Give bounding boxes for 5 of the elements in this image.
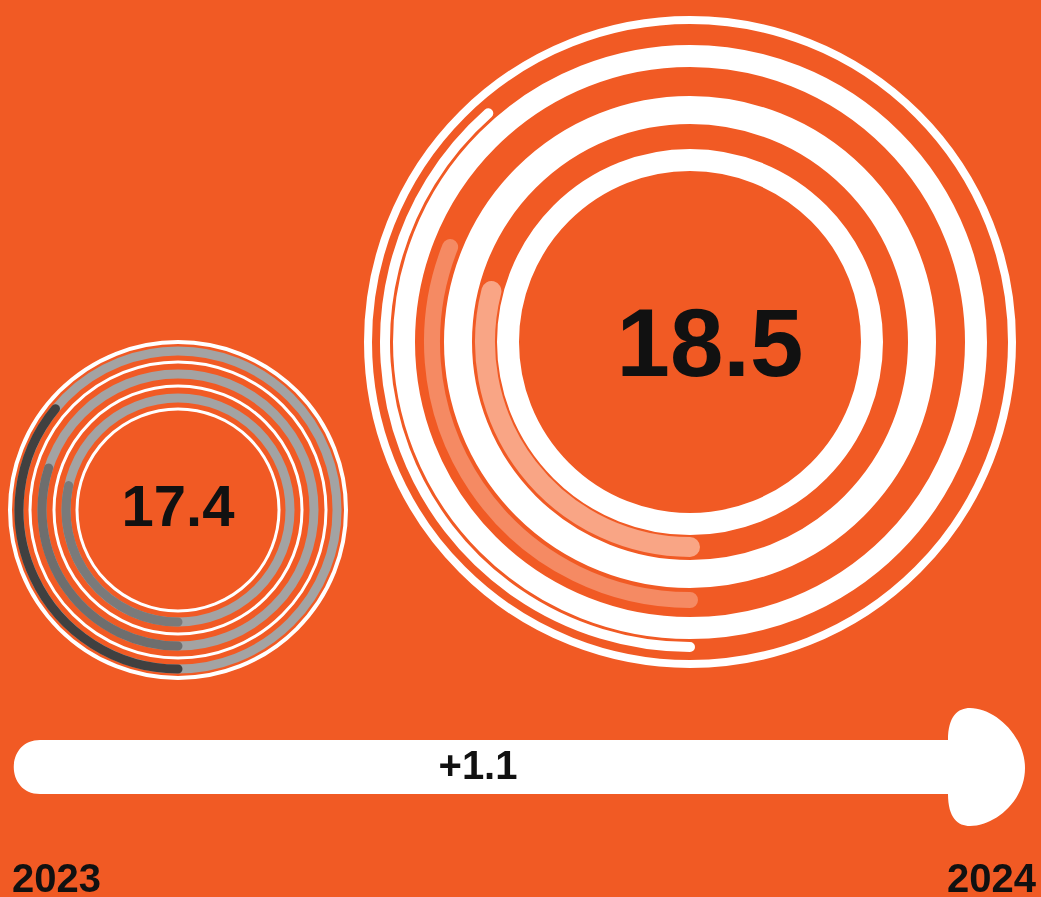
category-label: 2024	[947, 856, 1037, 897]
data-label: 17.4	[121, 473, 235, 538]
text: +1.1	[438, 743, 518, 788]
category-label: 2023	[12, 856, 101, 897]
data-label: 18.5	[616, 289, 804, 397]
